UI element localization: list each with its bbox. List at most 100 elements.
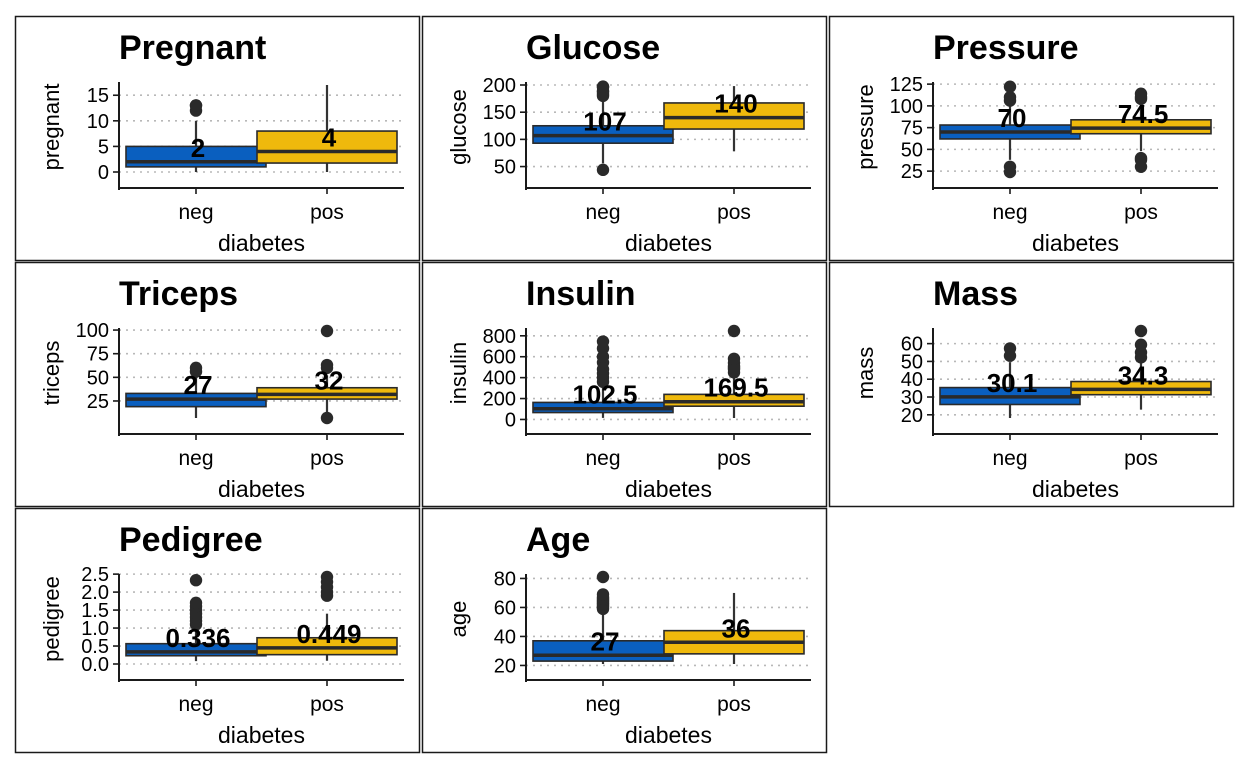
y-tick-label: 60 [901,334,923,356]
chart-title: Pregnant [119,29,266,67]
y-tick-label: 2.5 [81,564,109,586]
median-label: 107 [583,107,626,137]
chart-title: Mass [933,275,1018,313]
panel-frame [14,507,421,754]
y-tick-label: 25 [87,391,109,413]
outlier-point [727,324,741,338]
box-body [256,130,398,164]
box-neg: 27 [125,361,267,418]
outlier-point [189,361,203,375]
median-label: 102.5 [572,380,637,410]
x-tick-label-pos: pos [717,447,751,470]
median-label: 0.449 [296,619,361,649]
median-label: 0.336 [165,623,230,653]
outlier-point [1003,342,1017,355]
median-label: 27 [591,626,620,656]
chart-title: Glucose [526,29,660,67]
x-axis-title: diabetes [625,230,712,256]
y-tick-label: 60 [494,597,516,619]
chart-title: Age [526,521,590,559]
y-tick-label: 800 [483,326,516,348]
box-neg: 0.336 [125,574,267,662]
y-tick-label: 75 [901,118,923,140]
outlier-point [596,163,610,177]
y-axis-title: pedigree [39,576,64,662]
outlier-point [320,570,334,584]
x-axis-title: diabetes [218,722,305,748]
y-tick-label: 80 [494,568,516,590]
box-pos: 140 [663,86,805,152]
x-tick-label-pos: pos [310,447,344,470]
panel-frame [421,261,828,508]
y-tick-label: 100 [76,320,109,342]
box-neg: 30.1 [939,342,1081,418]
y-axis-title: pressure [853,84,878,170]
median-label: 70 [998,103,1027,133]
outlier-point [189,574,203,587]
y-axis-title: triceps [39,341,64,406]
y-tick-label: 1.5 [81,600,109,622]
y-tick-label: 100 [483,129,516,151]
box-neg: 102.5 [532,335,674,418]
y-axis-title: glucose [446,89,471,165]
box-pos: 34.3 [1070,324,1212,410]
y-tick-label: 75 [87,344,109,366]
chart-title: Triceps [119,275,238,313]
box-pos: 169.5 [663,324,805,418]
outlier-point [1134,151,1148,165]
y-axis-title: mass [853,347,878,400]
median-label: 2 [191,133,205,163]
x-axis-title: diabetes [218,476,305,502]
x-tick-label-pos: pos [1124,447,1158,470]
median-label: 4 [322,123,337,153]
outlier-point [1134,338,1148,351]
y-axis-title: pregnant [39,84,64,171]
outlier-point [1134,87,1148,100]
x-tick-label-neg: neg [585,447,620,470]
outlier-point [1003,80,1017,93]
box-pos: 4 [256,85,398,172]
chart-panel-pedigree: Pedigree 0.00.51.01.52.02.5 pedigree neg pos… [14,507,421,754]
y-tick-label: 0 [505,409,516,431]
x-tick-label-neg: neg [992,201,1027,224]
x-tick-label-pos: pos [717,201,751,224]
panel-frame [14,261,421,508]
y-tick-label: 50 [494,157,516,179]
y-tick-label: 2.0 [81,582,109,604]
y-axis-title: age [446,601,471,638]
outlier-point [1003,90,1017,104]
median-label: 27 [184,370,213,400]
box-pos: 74.5 [1070,87,1212,173]
y-tick-label: 50 [901,351,923,373]
outlier-point [189,596,203,610]
box-pos: 0.449 [256,570,398,661]
y-tick-label: 600 [483,347,516,369]
median-label: 74.5 [1118,99,1169,129]
y-tick-label: 0.0 [81,654,109,676]
outlier-point [596,335,610,348]
median-label: 34.3 [1118,360,1169,390]
x-axis-title: diabetes [625,476,712,502]
y-tick-label: 20 [494,655,516,677]
x-tick-label-neg: neg [178,201,213,224]
y-tick-label: 150 [483,102,516,124]
outlier-point [596,570,610,584]
chart-title: Insulin [526,275,636,313]
y-tick-label: 100 [890,96,923,118]
x-axis-title: diabetes [218,230,305,256]
median-label: 140 [714,89,757,119]
y-tick-label: 10 [87,111,109,133]
y-tick-label: 25 [901,161,923,183]
y-tick-label: 0 [98,162,109,184]
y-axis-title: insulin [446,342,471,404]
y-tick-label: 400 [483,368,516,390]
outlier-point [189,99,203,112]
y-tick-label: 20 [901,405,923,427]
median-label: 36 [722,613,751,643]
outlier-point [596,80,610,93]
